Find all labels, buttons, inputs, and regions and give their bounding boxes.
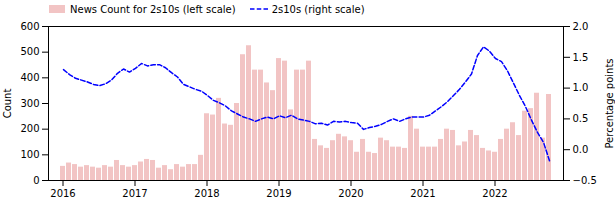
svg-text:2017: 2017	[122, 188, 147, 199]
svg-text:Percentage points: Percentage points	[604, 58, 615, 148]
svg-text:2018: 2018	[194, 188, 219, 199]
svg-text:500: 500	[20, 46, 39, 57]
svg-text:1.5: 1.5	[573, 52, 589, 63]
svg-text:2021: 2021	[410, 188, 435, 199]
html-text:News Count for 2s10s (left sca: News Count for 2s10s (left scale)	[70, 3, 236, 15]
svg-text:−0.5: −0.5	[573, 175, 597, 186]
svg-text:1.0: 1.0	[573, 82, 589, 93]
svg-text:0.0: 0.0	[573, 144, 589, 155]
svg-text:Count: Count	[2, 89, 13, 119]
svg-text:2019: 2019	[266, 188, 291, 199]
svg-text:0.5: 0.5	[573, 113, 589, 124]
svg-text:2016: 2016	[50, 188, 75, 199]
svg-text:200: 200	[20, 123, 39, 134]
svg-text:400: 400	[20, 72, 39, 83]
svg-text:100: 100	[20, 149, 39, 160]
svg-text:0: 0	[33, 175, 39, 186]
svg-text:2020: 2020	[338, 188, 363, 199]
svg-text:2.0: 2.0	[573, 21, 589, 32]
svg-text:2022: 2022	[482, 188, 507, 199]
svg-text:600: 600	[20, 21, 39, 32]
svg-text:300: 300	[20, 98, 39, 109]
html-text:2s10s (right scale): 2s10s (right scale)	[271, 3, 365, 15]
